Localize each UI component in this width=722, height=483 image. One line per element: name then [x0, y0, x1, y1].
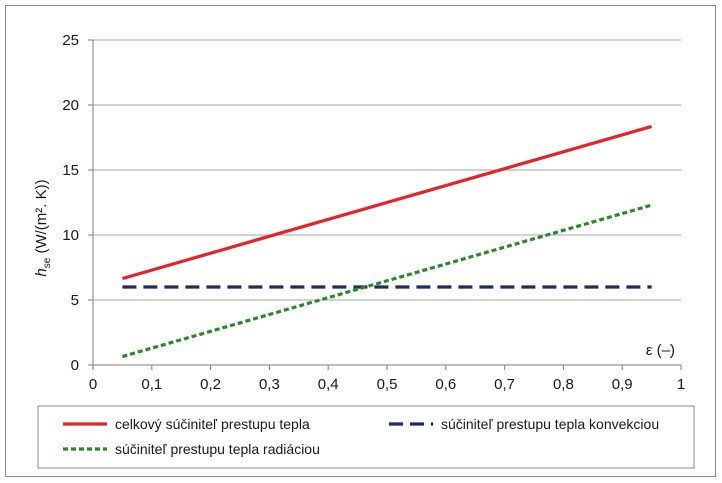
grid-lines: [93, 39, 681, 301]
x-tick-label: 1: [677, 376, 685, 393]
y-axis-label: hse (W/(m². K)): [33, 179, 53, 276]
y-tick-label: 25: [62, 32, 79, 49]
y-axis-label-subscript: se: [42, 257, 53, 268]
series-line-radiation: [121, 203, 653, 359]
tick-labels: 0 5 10 15 20 25 0 0,1 0,2 0,3 0,4 0,5 0,6 0,7 0,8 0,9 1: [62, 32, 685, 393]
x-tick-label: 0,4: [318, 376, 339, 393]
x-tick-label: 0,6: [435, 376, 456, 393]
series-lines: [121, 124, 653, 359]
y-tick-label: 0: [71, 357, 79, 374]
legend-label-radiation: súčiniteľ prestupu tepla radiáciou: [115, 441, 320, 457]
svg-text:hse (W/(m². K)): hse (W/(m². K)): [33, 179, 53, 276]
y-tick-label: 20: [62, 97, 79, 114]
x-tick-label: 0,8: [553, 376, 574, 393]
x-tick-label: 0,3: [259, 376, 280, 393]
y-axis-label-unit: (W/(m². K)): [33, 179, 50, 257]
y-tick-label: 15: [62, 162, 79, 179]
x-axis-label: ε (–): [646, 342, 675, 359]
x-tick-label: 0,5: [377, 376, 398, 393]
legend-item-convection: súčiniteľ prestupu tepla konvekciou: [389, 416, 659, 432]
legend: celkový súčiniteľ prestupu tepla súčinit…: [37, 405, 695, 469]
y-tick-label: 5: [71, 292, 79, 309]
x-tick-label: 0,2: [200, 376, 221, 393]
y-axis-label-symbol: h: [33, 268, 50, 276]
x-tick-label: 0,9: [612, 376, 633, 393]
legend-item-radiation: súčiniteľ prestupu tepla radiáciou: [63, 441, 320, 457]
legend-item-total: celkový súčiniteľ prestupu tepla: [63, 416, 310, 432]
legend-box: [37, 405, 695, 469]
series-line-total: [121, 124, 653, 281]
legend-label-total: celkový súčiniteľ prestupu tepla: [115, 416, 310, 432]
axes: [88, 39, 682, 370]
x-tick-label: 0,1: [141, 376, 162, 393]
x-tick-label: 0,7: [494, 376, 515, 393]
x-tick-label: 0: [89, 376, 97, 393]
y-tick-label: 10: [62, 227, 79, 244]
legend-label-convection: súčiniteľ prestupu tepla konvekciou: [441, 416, 659, 432]
chart-frame: [5, 5, 716, 477]
